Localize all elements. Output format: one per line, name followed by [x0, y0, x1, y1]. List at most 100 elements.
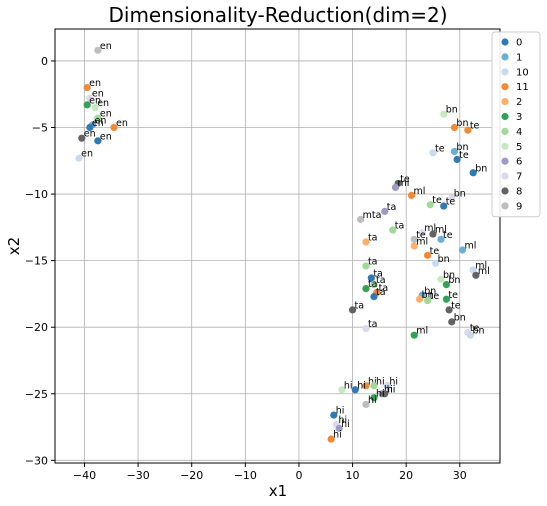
point-label: ta [368, 279, 378, 290]
point-marker [75, 154, 83, 162]
point-label: hi [338, 415, 347, 426]
legend-item: 9 [501, 201, 522, 212]
data-point: ta [370, 275, 386, 289]
point-label: ta [368, 319, 378, 330]
point-label: en [84, 129, 96, 140]
point-marker [450, 123, 459, 132]
y-tick-label: −30 [25, 454, 48, 467]
legend-label: 8 [516, 187, 522, 198]
point-marker [391, 183, 400, 192]
legend-label: 7 [516, 172, 522, 183]
point-label: bn [443, 270, 455, 281]
legend-item: 6 [501, 157, 522, 168]
data-point: te [410, 230, 426, 243]
legend-item: 7 [501, 172, 522, 183]
point-label: ml [416, 237, 428, 248]
point-marker [424, 296, 432, 305]
legend-marker [501, 157, 509, 165]
legend-label: 9 [516, 201, 522, 212]
legend: 0 1 10 11 2 3 4 5 6 7 8 9 [491, 31, 541, 218]
point-label: ta [395, 221, 405, 232]
data-point: bn [432, 254, 450, 267]
point-marker [383, 382, 392, 390]
point-marker [448, 318, 456, 326]
data-point: en [94, 109, 112, 122]
point-marker [429, 149, 437, 157]
point-marker [469, 169, 477, 177]
point-label: hi [384, 384, 393, 395]
data-point: ta [389, 221, 404, 234]
point-label: en [92, 118, 104, 129]
point-marker [440, 110, 448, 118]
point-marker [91, 103, 99, 112]
point-marker [466, 331, 475, 339]
point-label: en [92, 89, 104, 100]
point-label: te [470, 121, 480, 132]
point-marker [370, 292, 378, 301]
data-point: mta [357, 210, 381, 223]
grid-lines [55, 29, 500, 463]
point-marker [445, 306, 453, 314]
data-point: bn [437, 270, 455, 283]
data-point: te [424, 291, 440, 305]
data-point: hi [362, 376, 377, 390]
point-marker [351, 386, 359, 394]
point-marker [448, 194, 456, 202]
point-label: ta [373, 268, 383, 279]
point-label: te [459, 150, 469, 161]
point-label: en [100, 131, 112, 142]
point-label: te [432, 195, 442, 206]
y-tick-label: −20 [25, 321, 48, 334]
data-point: en [110, 118, 128, 132]
data-point: ta [348, 300, 364, 314]
point-marker [426, 201, 434, 209]
point-label: ta [379, 283, 389, 294]
data-point: hi [383, 376, 398, 390]
data-point: ml [410, 326, 428, 339]
point-label: te [446, 197, 456, 208]
data-point: te [464, 121, 480, 134]
point-label: bn [424, 286, 436, 297]
data-point: ml [418, 223, 436, 237]
point-label: te [443, 230, 453, 241]
data-point: te [445, 300, 461, 314]
point-label: bn [475, 163, 487, 174]
data-point: bn [440, 105, 458, 118]
x-tick-label: −40 [73, 469, 96, 482]
point-label: bn [454, 312, 466, 323]
data-point: bn [448, 189, 466, 202]
legend-label: 5 [516, 142, 522, 153]
x-tick-label: 30 [453, 469, 467, 482]
point-label: bn [456, 118, 468, 129]
x-axis-ticks: −40 −30 −20 −10 0 10 20 30 [73, 463, 467, 482]
point-label: ta [387, 202, 397, 213]
point-label: te [430, 291, 440, 302]
data-point: hi [330, 406, 344, 419]
legend-marker [501, 83, 509, 91]
data-point: bn [466, 326, 485, 339]
point-marker [348, 306, 357, 314]
point-marker [437, 235, 445, 243]
point-marker [362, 262, 370, 270]
point-marker [424, 251, 432, 259]
point-marker [389, 226, 397, 234]
chart-title: Dimensionality-Reduction(dim=2) [108, 3, 447, 27]
point-label: te [435, 143, 445, 154]
data-point: hi [335, 419, 350, 432]
point-label: hi [333, 430, 342, 441]
point-label: ml [416, 326, 428, 337]
legend-marker [501, 127, 509, 135]
legend-label: 1 [516, 52, 522, 63]
point-label: ml [478, 266, 490, 277]
legend-item: 4 [501, 127, 522, 138]
point-label: en [95, 115, 107, 126]
legend-item: 3 [501, 112, 522, 123]
data-point: ta [362, 279, 378, 293]
x-axis-label: x1 [269, 482, 287, 500]
point-marker [432, 259, 440, 267]
point-marker [94, 137, 102, 145]
data-point: ta [362, 319, 378, 333]
point-marker [407, 191, 416, 200]
point-marker [362, 382, 370, 390]
